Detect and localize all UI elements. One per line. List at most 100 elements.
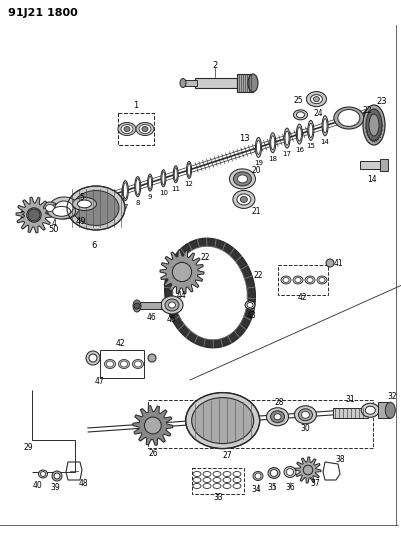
Text: 8: 8 — [135, 200, 140, 206]
Circle shape — [54, 473, 60, 479]
Text: 5: 5 — [79, 193, 84, 203]
Text: 37: 37 — [309, 479, 319, 488]
Text: 23: 23 — [376, 96, 386, 106]
Ellipse shape — [118, 359, 129, 368]
Text: 20: 20 — [251, 166, 261, 175]
Text: 35: 35 — [266, 483, 276, 492]
Ellipse shape — [229, 169, 255, 189]
Ellipse shape — [308, 123, 312, 138]
Ellipse shape — [136, 179, 140, 195]
Text: 32: 32 — [387, 392, 396, 401]
Ellipse shape — [67, 186, 125, 230]
Ellipse shape — [266, 408, 288, 426]
Bar — [277, 265, 327, 295]
Ellipse shape — [313, 96, 319, 102]
Ellipse shape — [286, 469, 293, 475]
Text: 3: 3 — [19, 211, 24, 220]
Ellipse shape — [304, 276, 314, 284]
Bar — [118, 113, 154, 145]
Text: 49: 49 — [75, 217, 85, 227]
Text: 43: 43 — [247, 311, 256, 320]
Ellipse shape — [269, 133, 275, 153]
Ellipse shape — [122, 181, 128, 200]
Ellipse shape — [318, 278, 324, 282]
Circle shape — [86, 351, 100, 365]
Text: 25: 25 — [293, 96, 302, 106]
Text: 30: 30 — [300, 424, 310, 433]
Ellipse shape — [270, 411, 284, 423]
Text: 48: 48 — [78, 479, 87, 488]
Text: 28: 28 — [274, 398, 284, 407]
Ellipse shape — [180, 78, 186, 87]
Ellipse shape — [174, 168, 177, 181]
Ellipse shape — [316, 276, 326, 284]
Ellipse shape — [186, 161, 191, 179]
Ellipse shape — [365, 406, 375, 414]
Ellipse shape — [41, 472, 45, 477]
Text: 18: 18 — [267, 156, 277, 161]
Circle shape — [134, 303, 140, 309]
Ellipse shape — [254, 473, 260, 479]
Text: 22: 22 — [200, 254, 209, 262]
Polygon shape — [160, 250, 203, 294]
Text: 40: 40 — [33, 481, 43, 489]
Bar — [332, 408, 367, 418]
Ellipse shape — [282, 278, 288, 282]
Text: 14: 14 — [366, 174, 376, 183]
Text: 38: 38 — [334, 456, 344, 464]
Ellipse shape — [365, 109, 381, 141]
Ellipse shape — [362, 105, 384, 145]
Ellipse shape — [301, 411, 309, 418]
Ellipse shape — [322, 119, 326, 133]
Ellipse shape — [237, 175, 247, 183]
Ellipse shape — [172, 246, 247, 340]
Ellipse shape — [297, 127, 301, 141]
Ellipse shape — [147, 174, 152, 191]
Ellipse shape — [252, 472, 262, 481]
Ellipse shape — [333, 107, 363, 129]
Text: 11: 11 — [171, 186, 180, 192]
Ellipse shape — [106, 361, 113, 367]
Ellipse shape — [307, 120, 313, 140]
Ellipse shape — [42, 202, 58, 214]
Text: 24: 24 — [313, 109, 322, 118]
Text: 9: 9 — [148, 194, 152, 200]
Text: 1: 1 — [133, 101, 138, 110]
Polygon shape — [132, 406, 172, 446]
Text: 26: 26 — [148, 449, 157, 458]
Bar — [379, 159, 387, 171]
Ellipse shape — [136, 123, 154, 135]
Text: 16: 16 — [294, 147, 303, 153]
Text: 29: 29 — [23, 443, 33, 453]
Ellipse shape — [134, 361, 141, 367]
Text: 10: 10 — [158, 190, 168, 196]
Text: 4: 4 — [51, 219, 56, 228]
Bar — [148, 400, 372, 448]
Ellipse shape — [368, 114, 378, 136]
Ellipse shape — [280, 276, 290, 284]
Bar — [137, 302, 160, 309]
Text: 33: 33 — [213, 494, 222, 503]
Ellipse shape — [187, 164, 190, 176]
Polygon shape — [294, 457, 320, 483]
Circle shape — [28, 209, 40, 221]
Text: 22: 22 — [253, 271, 262, 279]
Ellipse shape — [293, 110, 307, 120]
Ellipse shape — [160, 170, 166, 187]
Ellipse shape — [294, 406, 316, 424]
Ellipse shape — [173, 166, 178, 183]
Ellipse shape — [38, 470, 47, 478]
Text: 13: 13 — [238, 133, 249, 142]
Ellipse shape — [255, 138, 261, 157]
Circle shape — [52, 471, 62, 481]
Ellipse shape — [118, 123, 136, 135]
Circle shape — [144, 417, 161, 434]
Text: 41: 41 — [332, 259, 342, 268]
Ellipse shape — [236, 194, 250, 205]
Ellipse shape — [162, 172, 164, 185]
Text: 2: 2 — [212, 61, 217, 69]
Ellipse shape — [270, 136, 274, 150]
Text: 46: 46 — [147, 313, 156, 322]
Ellipse shape — [185, 393, 259, 449]
Text: 7: 7 — [123, 204, 127, 209]
